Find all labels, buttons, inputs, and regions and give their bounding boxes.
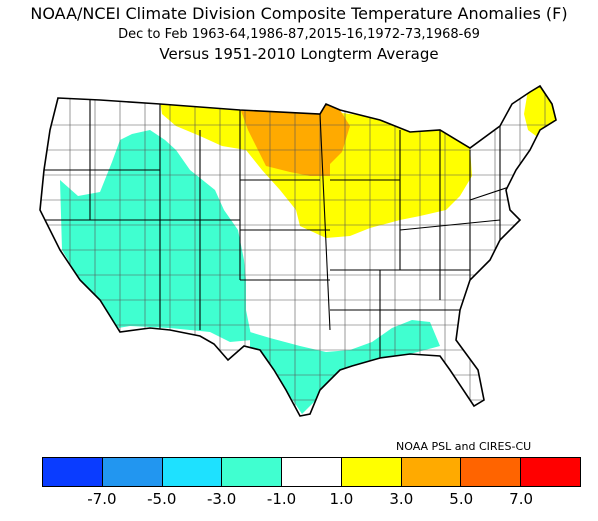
map-title: NOAA/NCEI Climate Division Composite Tem… xyxy=(30,4,568,23)
legend-swatch-4 xyxy=(282,458,342,486)
color-legend-labels: -7.0 -5.0 -3.0 -1.0 1.0 3.0 5.0 7.0 xyxy=(0,490,598,512)
legend-tick-label: -1.0 xyxy=(266,490,297,508)
state-boundaries xyxy=(40,100,531,360)
legend-tick-label: -3.0 xyxy=(207,490,237,508)
legend-tick-label: 3.0 xyxy=(389,490,414,508)
us-outline xyxy=(39,84,557,417)
legend-tick-label: -5.0 xyxy=(147,490,177,508)
data-source-credit: NOAA PSL and CIRES-CU xyxy=(396,440,532,453)
legend-swatch-1 xyxy=(102,458,163,486)
legend-swatch-3 xyxy=(222,458,283,486)
map-subtitle-baseline: Versus 1951-2010 Longterm Average xyxy=(159,45,439,63)
legend-tick-label: -7.0 xyxy=(87,490,117,508)
anomaly-region-great-basin-southwest xyxy=(60,130,252,342)
color-legend-bar xyxy=(42,457,581,487)
legend-swatch-6 xyxy=(401,458,462,486)
us-climate-division-map xyxy=(39,84,557,417)
legend-swatch-0 xyxy=(43,458,103,486)
legend-tick-label: 1.0 xyxy=(329,490,354,508)
legend-tick-label: 7.0 xyxy=(509,490,534,508)
legend-tick-label: 5.0 xyxy=(449,490,474,508)
legend-swatch-5 xyxy=(341,458,402,486)
legend-swatch-7 xyxy=(461,458,522,486)
map-subtitle-dates: Dec to Feb 1963-64,1986-87,2015-16,1972-… xyxy=(118,27,480,42)
legend-swatch-8 xyxy=(521,458,581,486)
legend-swatch-2 xyxy=(162,458,223,486)
